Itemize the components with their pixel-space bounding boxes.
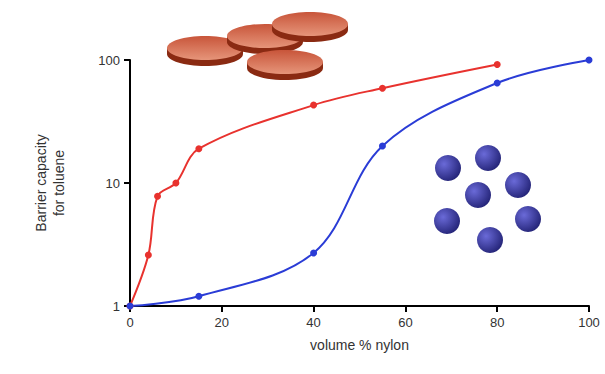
svg-text:10: 10 [106, 176, 120, 191]
svg-text:volume % nylon: volume % nylon [310, 337, 409, 353]
svg-text:100: 100 [578, 315, 600, 330]
svg-text:Barrier capacity: Barrier capacity [33, 134, 49, 231]
svg-text:80: 80 [490, 315, 504, 330]
svg-text:0: 0 [126, 315, 133, 330]
svg-text:100: 100 [98, 53, 120, 68]
svg-text:20: 20 [215, 315, 229, 330]
svg-text:1: 1 [113, 299, 120, 314]
svg-text:60: 60 [398, 315, 412, 330]
svg-text:40: 40 [306, 315, 320, 330]
svg-text:for toluene: for toluene [51, 150, 67, 216]
